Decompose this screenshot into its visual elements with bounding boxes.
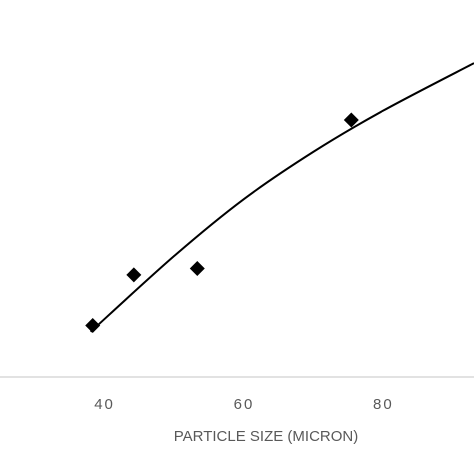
trendline <box>89 62 474 333</box>
x-tick-labels: 40 60 80 <box>94 396 394 413</box>
data-point <box>343 112 359 128</box>
x-tick-label: 60 <box>234 396 255 413</box>
x-tick-label: 40 <box>94 396 115 413</box>
data-point <box>85 317 101 333</box>
data-point <box>126 267 142 283</box>
data-point <box>189 261 205 277</box>
x-tick-label: 80 <box>373 396 394 413</box>
x-axis-title: PARTICLE SIZE (MICRON) <box>174 428 358 445</box>
plot-area <box>85 62 474 333</box>
